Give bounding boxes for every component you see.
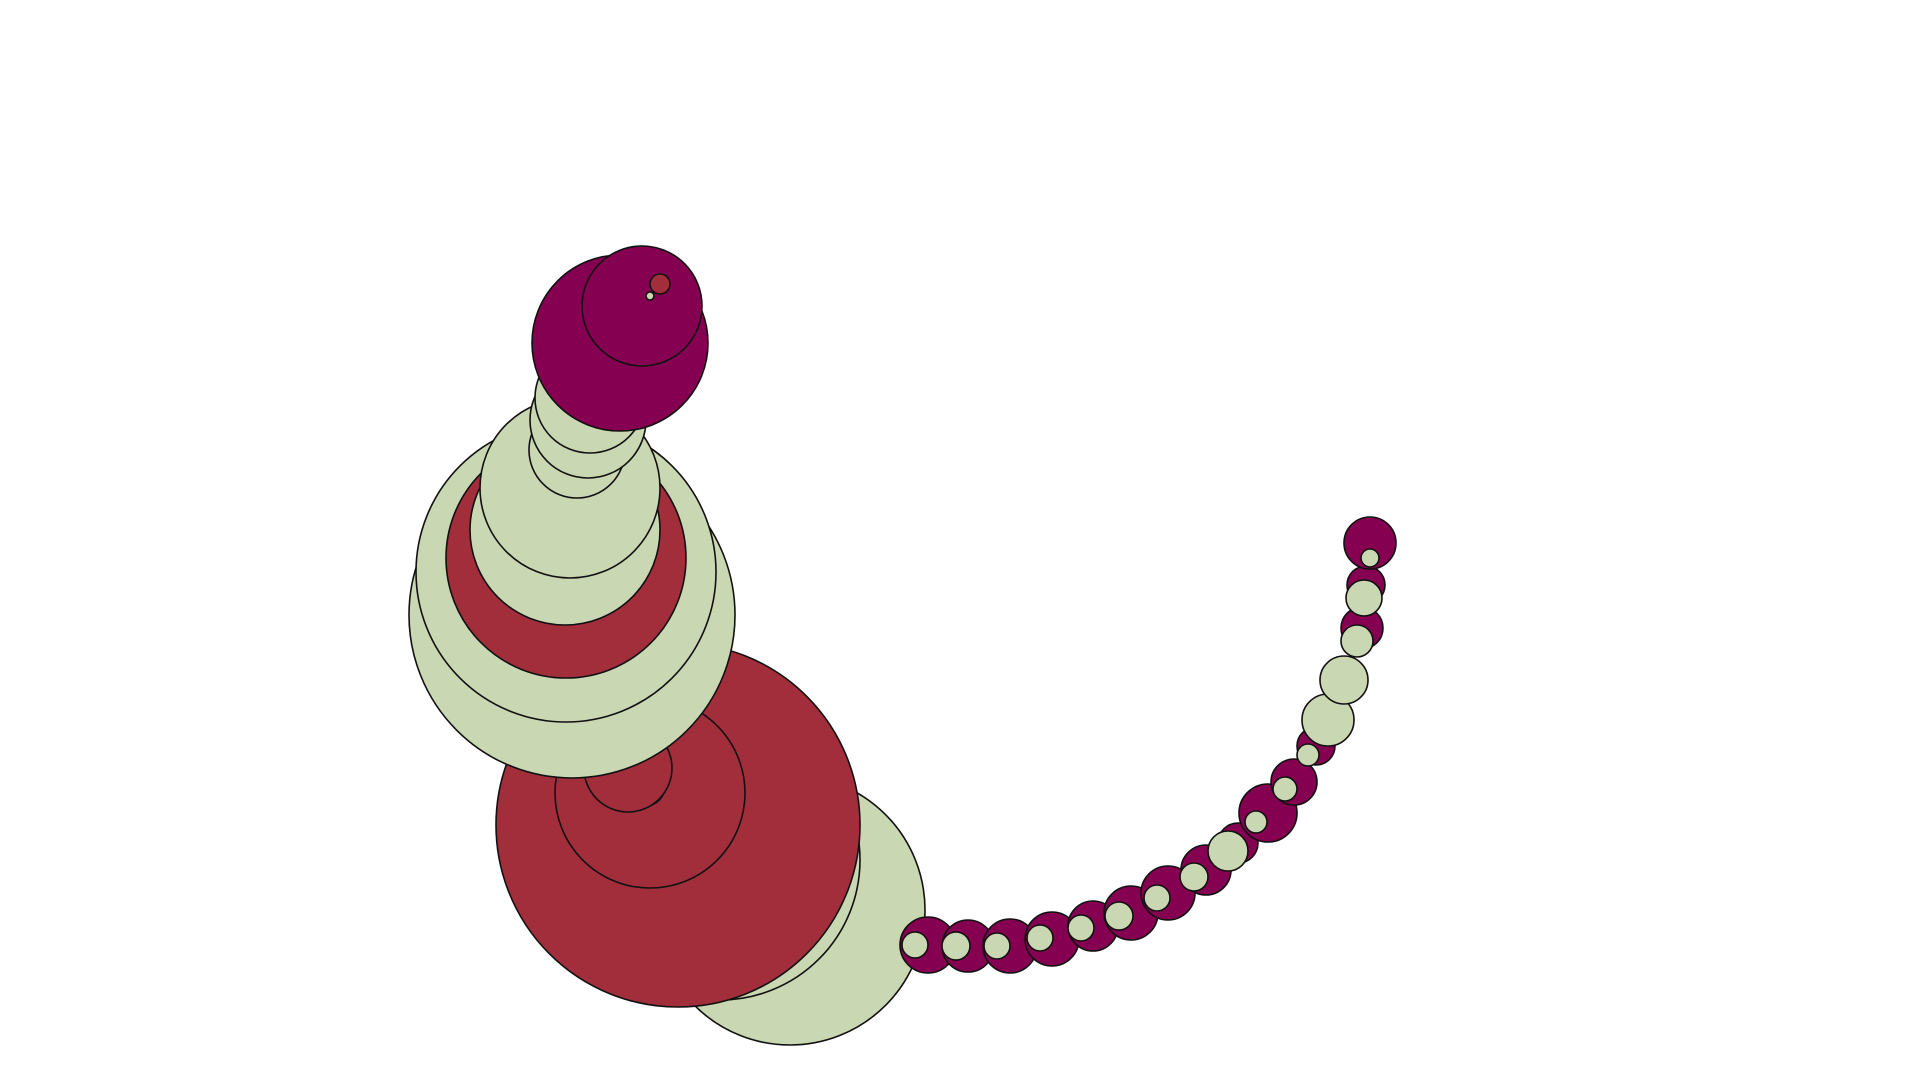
bead-sage [1026, 924, 1054, 952]
bead-sage [901, 931, 929, 959]
bead-magenta [1343, 516, 1397, 570]
bead-sage [1296, 743, 1320, 767]
bead-sage [1319, 655, 1369, 705]
bead-sage [1360, 548, 1380, 568]
tiny-sage-circle [645, 291, 655, 301]
bead-sage [1345, 579, 1383, 617]
bead-sage [1207, 830, 1249, 872]
tiny-crimson-circle [649, 273, 671, 295]
bead-sage [1179, 862, 1209, 892]
bead-sage [1340, 624, 1374, 658]
bead-sage [1143, 884, 1171, 912]
bead-sage [1272, 776, 1298, 802]
bead-sage [983, 932, 1011, 960]
bead-sage [941, 931, 971, 961]
bead-sage [1104, 901, 1134, 931]
magenta-circle [581, 245, 703, 367]
bead-sage [1067, 914, 1095, 942]
bead-sage [1244, 810, 1268, 834]
bead-tail [899, 516, 1397, 974]
